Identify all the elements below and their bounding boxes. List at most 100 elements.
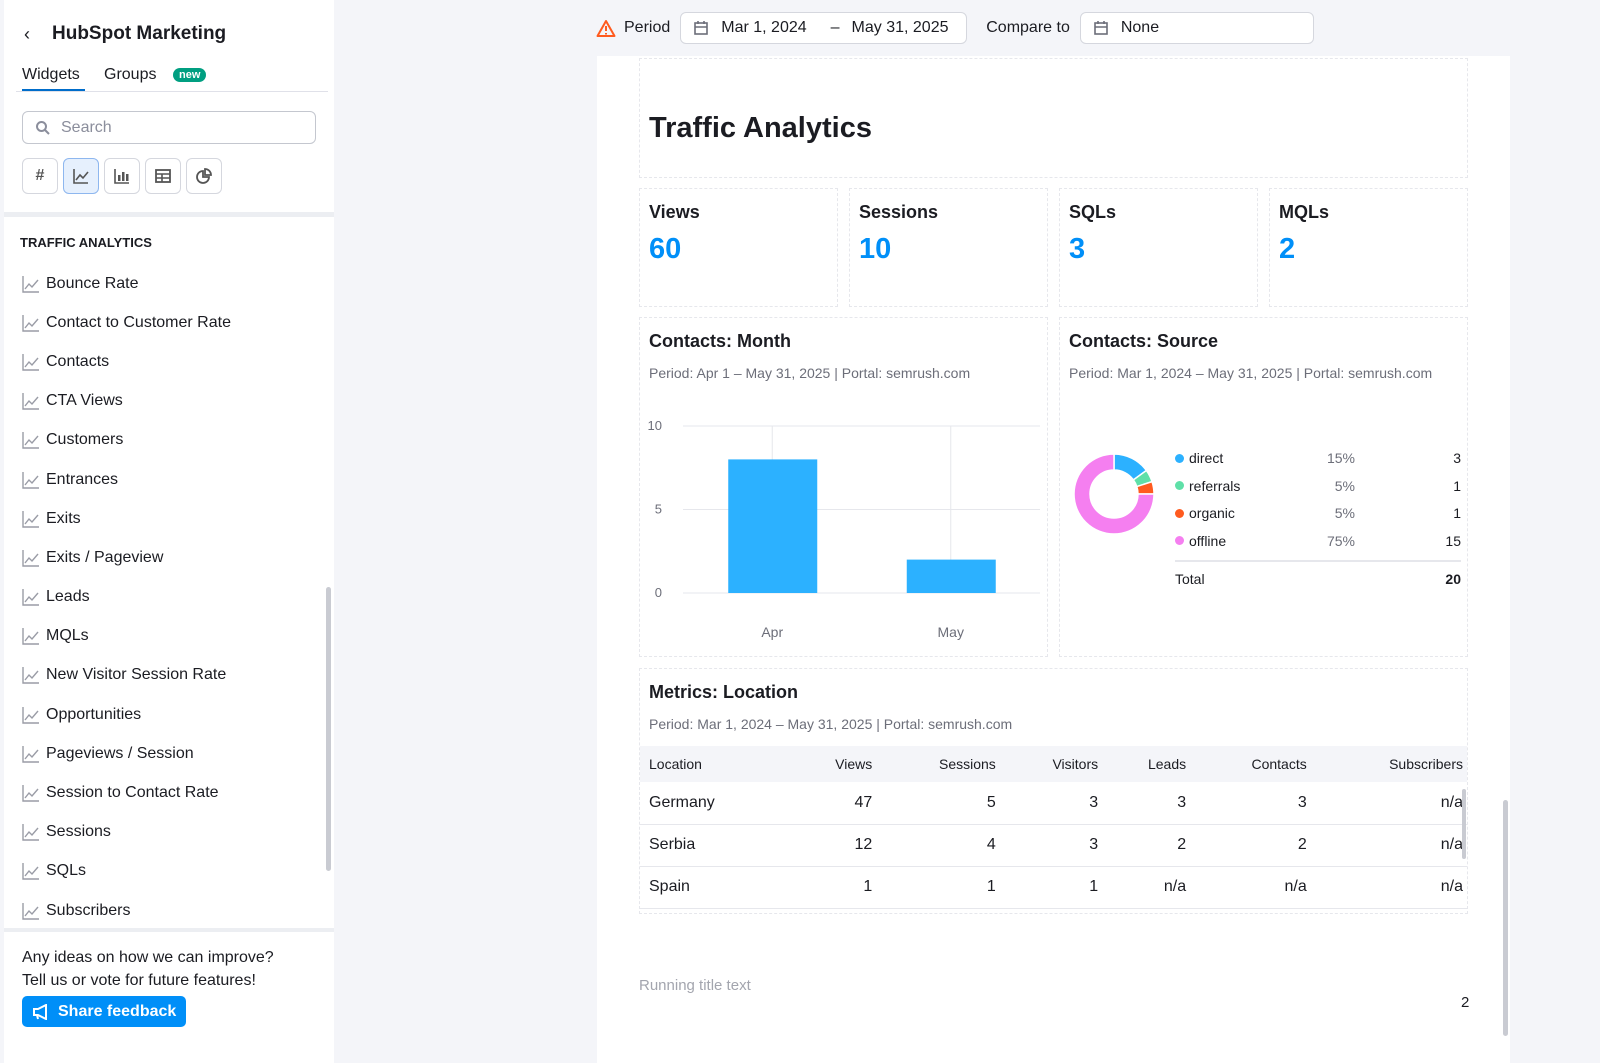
widget-item[interactable]: CTA Views <box>22 382 322 421</box>
filter-table-button[interactable] <box>145 158 181 194</box>
table-row: Germany 47 5 3 3 3 n/a <box>640 782 1467 825</box>
column-header[interactable]: Sessions <box>876 746 1000 782</box>
line-chart-icon <box>73 169 89 184</box>
table-cell: Germany <box>640 782 791 825</box>
sidebar-scrollbar[interactable] <box>326 587 331 871</box>
table-cell: 1 <box>876 866 1000 909</box>
table-cell: n/a <box>1102 866 1191 909</box>
compare-value: None <box>1120 19 1160 36</box>
tab-groups[interactable]: Groups <box>104 66 157 83</box>
total-label: Total <box>1175 571 1205 587</box>
table-cell: 47 <box>790 782 877 825</box>
period-end: May 31, 2025 <box>851 19 949 36</box>
share-feedback-button[interactable]: Share feedback <box>22 996 187 1027</box>
section-heading: TRAFFIC ANALYTICS <box>20 235 152 250</box>
bar-May[interactable] <box>906 559 996 593</box>
chart-title: Contacts: Source <box>1069 331 1219 351</box>
line-chart-icon <box>22 745 39 763</box>
compare-picker[interactable]: None <box>1079 12 1314 44</box>
widget-item[interactable]: Customers <box>22 421 322 460</box>
line-chart-icon <box>22 628 39 645</box>
widget-item[interactable]: Exits / Pageview <box>22 538 322 577</box>
widget-item[interactable]: Session to Contact Rate <box>22 773 322 812</box>
back-icon[interactable]: ‹ <box>24 24 30 44</box>
widget-item[interactable]: Entrances <box>22 460 322 499</box>
line-chart-icon <box>22 314 39 332</box>
widget-item[interactable]: Opportunities <box>22 695 322 734</box>
widget-item[interactable]: Bounce Rate <box>22 264 322 303</box>
divider <box>1175 560 1461 562</box>
y-tick-label: 0 <box>655 585 662 600</box>
kpi-label: SQLs <box>1069 202 1117 222</box>
widget-item[interactable]: MQLs <box>22 617 322 656</box>
widget-item[interactable]: Leads <box>22 578 322 617</box>
widget-item-label: CTA Views <box>46 392 123 410</box>
legend-value: 1 <box>1453 477 1461 494</box>
widget-item-label: Pageviews / Session <box>46 744 194 762</box>
y-tick-label: 10 <box>648 418 662 433</box>
widget-item-label: Contact to Customer Rate <box>46 313 231 331</box>
widget-item[interactable]: Pageviews / Session <box>22 734 322 773</box>
widget-item[interactable]: Contacts <box>22 342 322 381</box>
new-badge: new <box>173 68 207 82</box>
line-chart-icon <box>22 706 39 724</box>
line-chart-icon <box>22 824 39 841</box>
bar-Apr[interactable] <box>728 459 818 593</box>
column-header[interactable]: Contacts <box>1190 746 1311 782</box>
filter-line-chart-button[interactable] <box>63 158 99 194</box>
table-row: Spain 1 1 1 n/a n/a n/a <box>640 866 1467 909</box>
period-bar: Period Mar 1, 2024 – May 31, 2025 Compar… <box>596 12 1314 44</box>
page-scrollbar[interactable] <box>1503 800 1508 1036</box>
search-input[interactable]: Search <box>22 111 316 144</box>
legend-value: 15 <box>1445 532 1461 549</box>
widget-item-label: SQLs <box>46 862 87 880</box>
widget-item-label: Bounce Rate <box>46 274 139 292</box>
donut-slice-offline[interactable] <box>1073 453 1155 535</box>
column-header[interactable]: Leads <box>1102 746 1191 782</box>
widget-item[interactable]: Contact to Customer Rate <box>22 303 322 342</box>
column-header[interactable]: Visitors <box>999 746 1103 782</box>
legend-value: 1 <box>1453 505 1461 521</box>
widget-item[interactable]: Subscribers <box>22 891 322 930</box>
column-header[interactable]: Location <box>640 746 791 782</box>
kpi-value: 10 <box>859 233 892 265</box>
widget-item-label: Session to Contact Rate <box>46 784 219 802</box>
widget-list: Bounce Rate Contact to Customer Rate Conta… <box>22 264 322 930</box>
sidebar: ‹ HubSpot Marketing Widgets Groups new S… <box>4 0 334 1063</box>
table-cell: Serbia <box>640 824 791 867</box>
widget-item[interactable]: New Visitor Session Rate <box>22 656 322 695</box>
line-chart-icon <box>22 589 39 606</box>
bar-chart: 0 5 10 Apr May <box>648 418 1040 640</box>
widget-item[interactable]: Sessions <box>22 813 322 852</box>
column-header[interactable]: Views <box>790 746 877 782</box>
bar-chart-icon <box>114 169 129 184</box>
app-title: HubSpot Marketing <box>52 23 227 44</box>
legend-swatch <box>1175 481 1184 490</box>
column-header[interactable]: Subscribers <box>1310 746 1467 782</box>
filter-number-button[interactable]: # <box>22 158 58 194</box>
filter-pie-chart-button[interactable] <box>186 158 222 194</box>
table-scrollbar[interactable] <box>1462 789 1466 859</box>
widget-item-label: Exits <box>46 509 81 527</box>
feedback-line: Any ideas on how we can improve? <box>22 949 274 966</box>
report-page: Traffic Analytics Views 60 Sessions 10 SQLs 3… <box>597 56 1510 1063</box>
table-cell: n/a <box>1310 824 1467 867</box>
widget-item[interactable]: Exits <box>22 499 322 538</box>
period-date-picker[interactable]: Mar 1, 2024 – May 31, 2025 <box>680 12 968 44</box>
calendar-icon <box>694 21 709 35</box>
line-chart-icon <box>22 432 39 450</box>
legend-label: organic <box>1189 505 1235 521</box>
total-value: 20 <box>1445 571 1461 587</box>
widget-item-label: MQLs <box>46 627 89 645</box>
filter-bar-chart-button[interactable] <box>104 158 140 194</box>
line-chart-icon <box>22 667 39 685</box>
total-row: Total 20 <box>1175 571 1461 587</box>
running-title: Running title text <box>639 977 751 994</box>
widget-item[interactable]: SQLs <box>22 852 322 891</box>
tab-widgets[interactable]: Widgets <box>22 66 80 83</box>
widget-item-label: Subscribers <box>46 901 131 919</box>
donut-chart <box>1073 453 1155 535</box>
kpi-card: SQLs 3 <box>1059 188 1258 307</box>
search-placeholder: Search <box>61 118 112 136</box>
kpi-card: Views 60 <box>639 188 838 307</box>
